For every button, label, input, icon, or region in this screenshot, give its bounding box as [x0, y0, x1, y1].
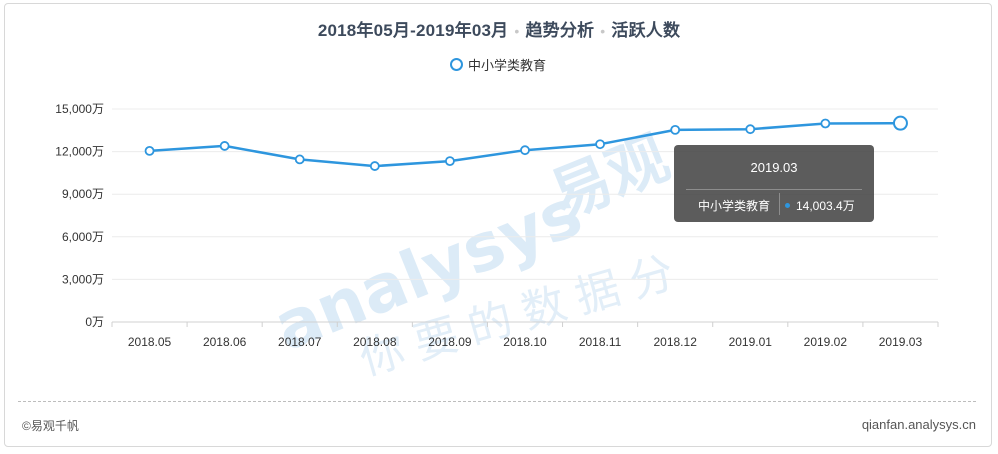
tooltip-title: 2019.03 [750, 160, 798, 175]
data-point-highlighted[interactable] [892, 115, 908, 131]
data-point[interactable] [144, 145, 155, 156]
x-tick-label: 2019.01 [729, 335, 773, 349]
title-section: 趋势分析 [525, 21, 595, 40]
series-dot-icon [785, 203, 790, 208]
data-points [144, 115, 908, 171]
y-tick-label: 3,000万 [62, 272, 104, 286]
legend-label: 中小学类教育 [468, 58, 547, 73]
x-tick-label: 2019.02 [804, 335, 848, 349]
title-separator: • [514, 23, 520, 39]
data-point[interactable] [820, 118, 831, 129]
axes: 0万 3,000万 6,000万 9,000万 12,000万 15,000万 2018.0… [55, 102, 939, 349]
x-tick-label: 2018.10 [503, 335, 547, 349]
x-tick-label: 2018.08 [353, 335, 397, 349]
title-period: 2018年05月-2019年03月 [317, 21, 509, 40]
chart-card [4, 3, 992, 447]
x-tick-label: 2018.11 [579, 335, 622, 349]
footer-divider [18, 401, 976, 402]
chart-title: 2018年05月-2019年03月 • 趋势分析 • 活跃人数 [0, 16, 998, 41]
data-point[interactable] [369, 161, 380, 171]
data-point[interactable] [670, 124, 681, 135]
y-tick-label: 6,000万 [62, 230, 104, 244]
x-tick-label: 2018.09 [428, 335, 472, 349]
data-point[interactable] [445, 156, 455, 167]
tooltip-divider [686, 189, 862, 190]
data-point[interactable] [294, 154, 305, 165]
data-point[interactable] [219, 141, 230, 151]
tooltip-value: 14,003.4万 [785, 197, 855, 214]
x-tick-label: 2019.03 [879, 335, 923, 349]
tooltip: 2019.03 中小学类教育 14,003.4万 [674, 145, 874, 222]
x-tick-label: 2018.07 [278, 335, 322, 349]
y-tick-label: 12,000万 [55, 145, 104, 159]
title-metric: 活跃人数 [611, 21, 681, 40]
y-tick-label: 15,000万 [55, 102, 104, 116]
x-tick-label: 2018.05 [128, 335, 172, 349]
x-tick-label: 2018.12 [653, 335, 697, 349]
y-tick-label: 9,000万 [62, 187, 104, 201]
data-point[interactable] [745, 124, 756, 135]
data-point[interactable] [520, 145, 530, 156]
copyright: ©易观千帆 [22, 419, 79, 433]
legend-item[interactable]: 中小学类教育 [450, 55, 546, 74]
x-tick-label: 2018.06 [203, 335, 247, 349]
site-link[interactable]: qianfan.analysys.cn [861, 417, 976, 432]
tooltip-value-text: 14,003.4万 [796, 199, 855, 213]
tooltip-column-divider [779, 193, 780, 215]
title-separator: • [600, 23, 606, 39]
legend-circle-icon [450, 58, 463, 71]
tooltip-series-name: 中小学类教育 [698, 199, 771, 213]
y-tick-label: 0万 [85, 315, 104, 329]
data-point[interactable] [595, 139, 605, 150]
